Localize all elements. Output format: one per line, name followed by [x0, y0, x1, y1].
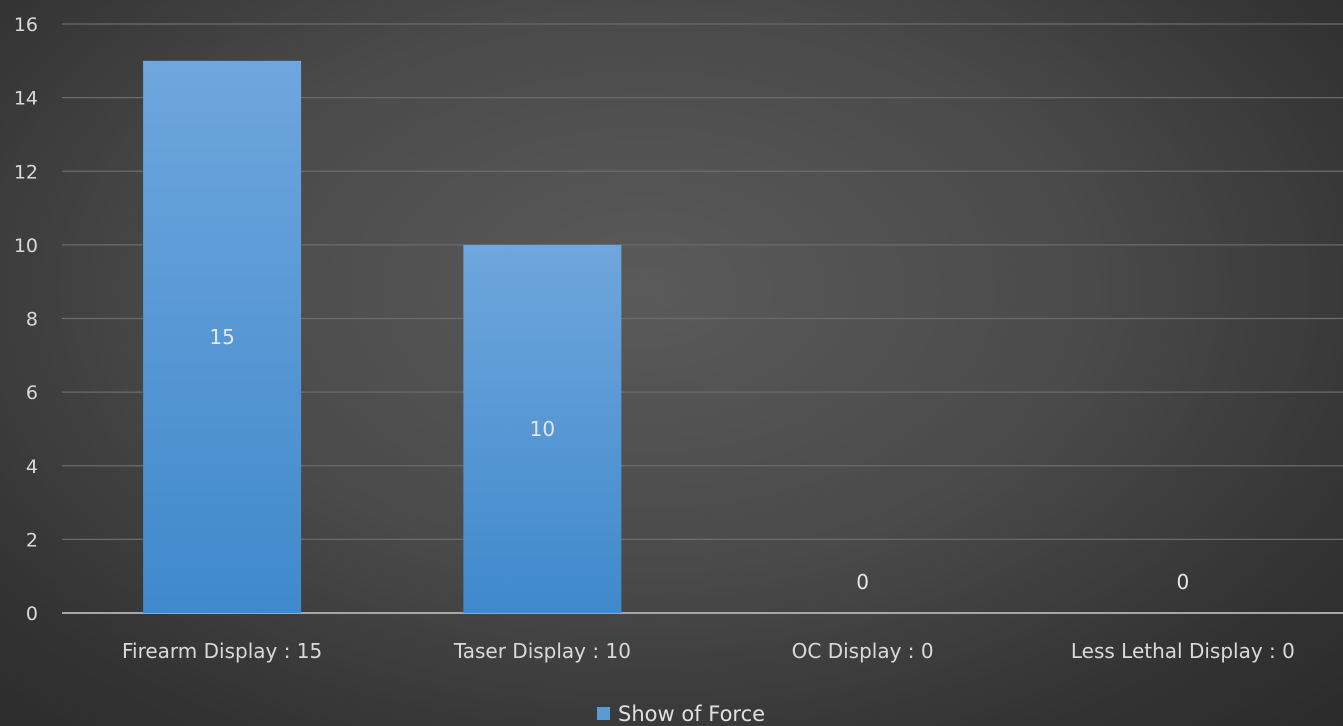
data-label: 0	[856, 570, 869, 594]
category-label: Less Lethal Display : 0	[1071, 639, 1295, 663]
data-label: 15	[209, 325, 234, 349]
y-tick-label: 8	[26, 309, 38, 331]
bar	[143, 60, 302, 613]
y-tick-label: 14	[14, 88, 38, 110]
y-axis: 0 2 4 6 8 10 12 14 16	[14, 14, 38, 625]
bar	[463, 244, 622, 613]
data-label: 0	[1177, 570, 1190, 594]
y-tick-label: 2	[26, 529, 38, 551]
legend-swatch	[597, 707, 610, 720]
y-tick-label: 0	[26, 603, 38, 625]
data-labels: 15 10 0 0	[209, 325, 1189, 594]
legend-label: Show of Force	[618, 702, 765, 726]
category-label: OC Display : 0	[792, 639, 934, 663]
y-tick-label: 16	[14, 14, 38, 36]
y-tick-label: 10	[14, 235, 38, 257]
y-tick-label: 4	[26, 456, 38, 478]
category-label: Taser Display : 10	[453, 639, 631, 663]
legend: Show of Force	[597, 702, 765, 726]
y-tick-label: 6	[26, 382, 38, 404]
y-tick-label: 12	[14, 161, 38, 183]
data-label: 10	[530, 417, 555, 441]
x-axis: Firearm Display : 15 Taser Display : 10 OC…	[122, 639, 1295, 663]
bars	[143, 60, 622, 613]
category-label: Firearm Display : 15	[122, 639, 322, 663]
